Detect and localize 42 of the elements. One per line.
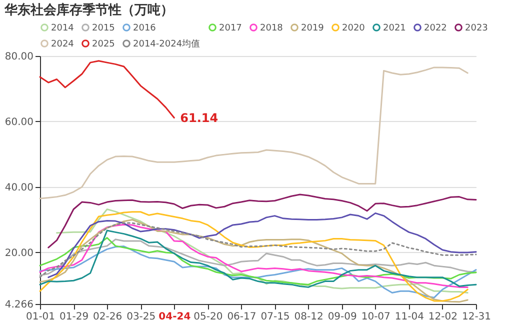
line-series (48, 194, 477, 248)
legend-label: 2016 (133, 24, 156, 34)
legend-label: 2021 (383, 24, 406, 34)
line-series (39, 60, 175, 119)
chart-title: 华东社会库存季节性（万吨） (3, 2, 174, 18)
x-tick-label: 12-31 (462, 312, 492, 322)
legend-label: 2023 (465, 24, 488, 34)
legend-label: 2024 (51, 40, 74, 50)
y-tick-label: 80.00 (4, 52, 34, 62)
line-series (39, 238, 477, 276)
x-tick-label: 11-04 (394, 312, 424, 322)
line-series (39, 246, 477, 298)
x-tick-label: 04-24 (158, 312, 191, 322)
annotation: 61.14 (180, 110, 218, 125)
line-series (39, 222, 477, 278)
x-tick-label: 08-12 (294, 312, 324, 322)
x-tick-label: 07-15 (260, 312, 290, 322)
legend-label: 2019 (301, 24, 324, 34)
x-tick-label: 02-26 (93, 312, 122, 322)
legend-label: 2025 (92, 40, 115, 50)
x-tick-label: 12-02 (428, 312, 458, 322)
y-tick-label: 20.00 (4, 248, 34, 259)
y-tick-label: 40.00 (4, 182, 34, 194)
x-tick-label: 01-01 (26, 312, 56, 322)
legend-label: 2014 (51, 24, 74, 34)
legend-label: 2018 (260, 24, 284, 34)
x-tick-label: 10-07 (361, 312, 390, 322)
line-series (39, 66, 468, 200)
x-tick-label: 03-25 (126, 312, 156, 322)
line-series (48, 212, 477, 278)
x-tick-label: 01-29 (60, 312, 89, 322)
x-tick-label: 05-20 (194, 312, 223, 322)
legend-label: 2014-2024均值 (133, 38, 200, 50)
y-tick-label: 4.266 (4, 300, 34, 310)
x-tick-label: 09-09 (328, 312, 357, 322)
line-series (39, 236, 477, 286)
legend-label: 2017 (219, 24, 242, 34)
legend-label: 2020 (342, 24, 366, 34)
x-tick-label: 06-17 (227, 312, 256, 322)
legend-label: 2022 (424, 24, 447, 34)
legend-label: 2015 (92, 24, 115, 34)
y-tick-label: 60.00 (4, 116, 34, 128)
